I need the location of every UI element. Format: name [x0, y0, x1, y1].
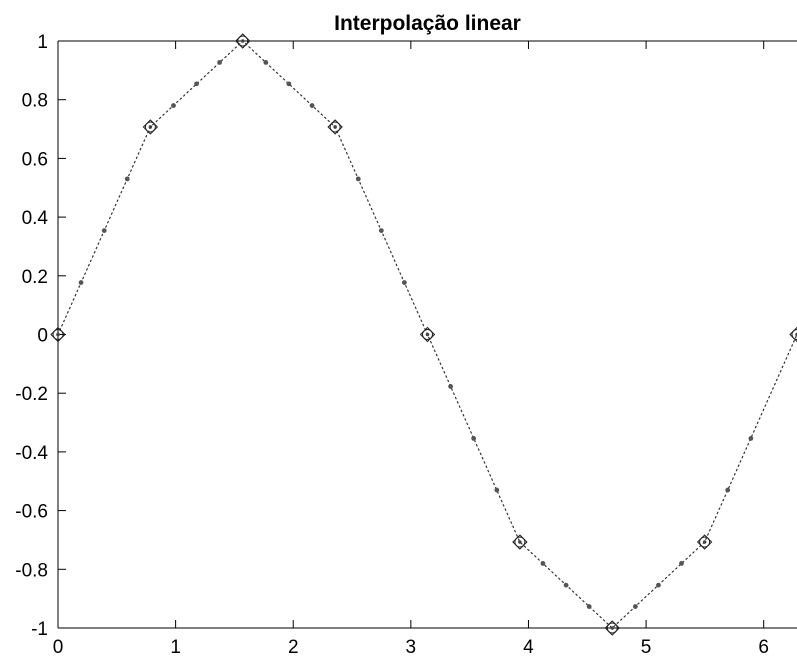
sample-point-center [56, 332, 60, 337]
interpolated-point [494, 487, 500, 493]
sample-point-circle [514, 536, 526, 548]
x-tick-label: 1 [170, 637, 181, 658]
sample-point-circle [237, 35, 249, 47]
interpolated-point [78, 280, 84, 285]
y-tick-label: 0.6 [22, 149, 48, 170]
chart-title: Interpolação linear [334, 12, 521, 35]
sample-point-center [702, 540, 707, 544]
y-tick-label: -1 [31, 619, 48, 640]
sample-point [604, 620, 620, 636]
interpolated-point [286, 81, 292, 87]
interpolated-dots-layer [78, 60, 754, 609]
interpolated-point [309, 103, 315, 108]
interpolated-point [263, 60, 269, 65]
sample-point-center [425, 332, 430, 337]
sample-point [789, 326, 797, 343]
sample-point-circle [422, 329, 433, 340]
interpolated-point [586, 604, 592, 609]
x-tick-label: 5 [641, 637, 652, 658]
y-tick-label: -0.8 [15, 560, 48, 581]
sample-point-circle [791, 329, 797, 340]
interpolated-point [725, 487, 731, 493]
sample-point [142, 119, 159, 135]
sample-point [419, 326, 436, 343]
interpolated-point [540, 561, 546, 566]
y-tick-label: 0.4 [22, 208, 49, 229]
sample-point-circle [52, 329, 64, 340]
interpolated-point [401, 280, 407, 285]
sample-point [512, 534, 528, 550]
interpolated-point [748, 435, 754, 441]
sample-point [696, 534, 713, 550]
y-tick-label: -0.2 [15, 384, 48, 405]
x-tick-label: 0 [53, 637, 64, 658]
y-tick-label: 0 [37, 326, 48, 347]
sample-point-circle [699, 536, 711, 548]
y-tick-label: 0.8 [22, 91, 48, 112]
sample-point-circle [329, 121, 341, 133]
interpolated-point [101, 228, 107, 234]
interpolated-point [679, 561, 684, 566]
sample-point [235, 33, 251, 49]
sample-point-center [610, 626, 615, 630]
y-tick-label: -0.4 [15, 443, 48, 464]
sample-point-center [333, 125, 337, 129]
sample-point-circle [606, 622, 618, 634]
sample-point-center [148, 125, 153, 129]
sample-markers-layer [50, 33, 797, 636]
x-tick-label: 4 [523, 637, 534, 658]
interpolated-point [171, 103, 176, 108]
x-tick-label: 6 [758, 637, 769, 658]
interpolated-point [656, 582, 661, 588]
interpolated-point [355, 176, 361, 182]
y-tick-label: 1 [37, 32, 48, 53]
interpolated-point [217, 60, 223, 65]
interpolated-point [448, 384, 453, 389]
x-tick-label: 3 [406, 637, 417, 658]
interpolated-point [378, 228, 384, 234]
axes-layer: 10.80.60.40.20-0.2-0.4-0.6-0.8-10 1 2 3 4 5 6 [15, 32, 797, 658]
interpolated-point [124, 176, 130, 182]
sample-point [327, 119, 343, 135]
sample-point-center [518, 540, 522, 544]
sample-point-circle [144, 121, 156, 133]
interpolated-point [194, 81, 199, 87]
interpolated-point [471, 435, 477, 441]
sample-point [50, 326, 66, 343]
interpolated-point [563, 582, 569, 588]
x-tick-label: 2 [288, 637, 299, 658]
y-tick-label: -0.6 [15, 502, 48, 523]
y-tick-label: 0.2 [22, 267, 48, 288]
interpolated-point [632, 604, 638, 609]
sample-point-center [240, 39, 245, 43]
